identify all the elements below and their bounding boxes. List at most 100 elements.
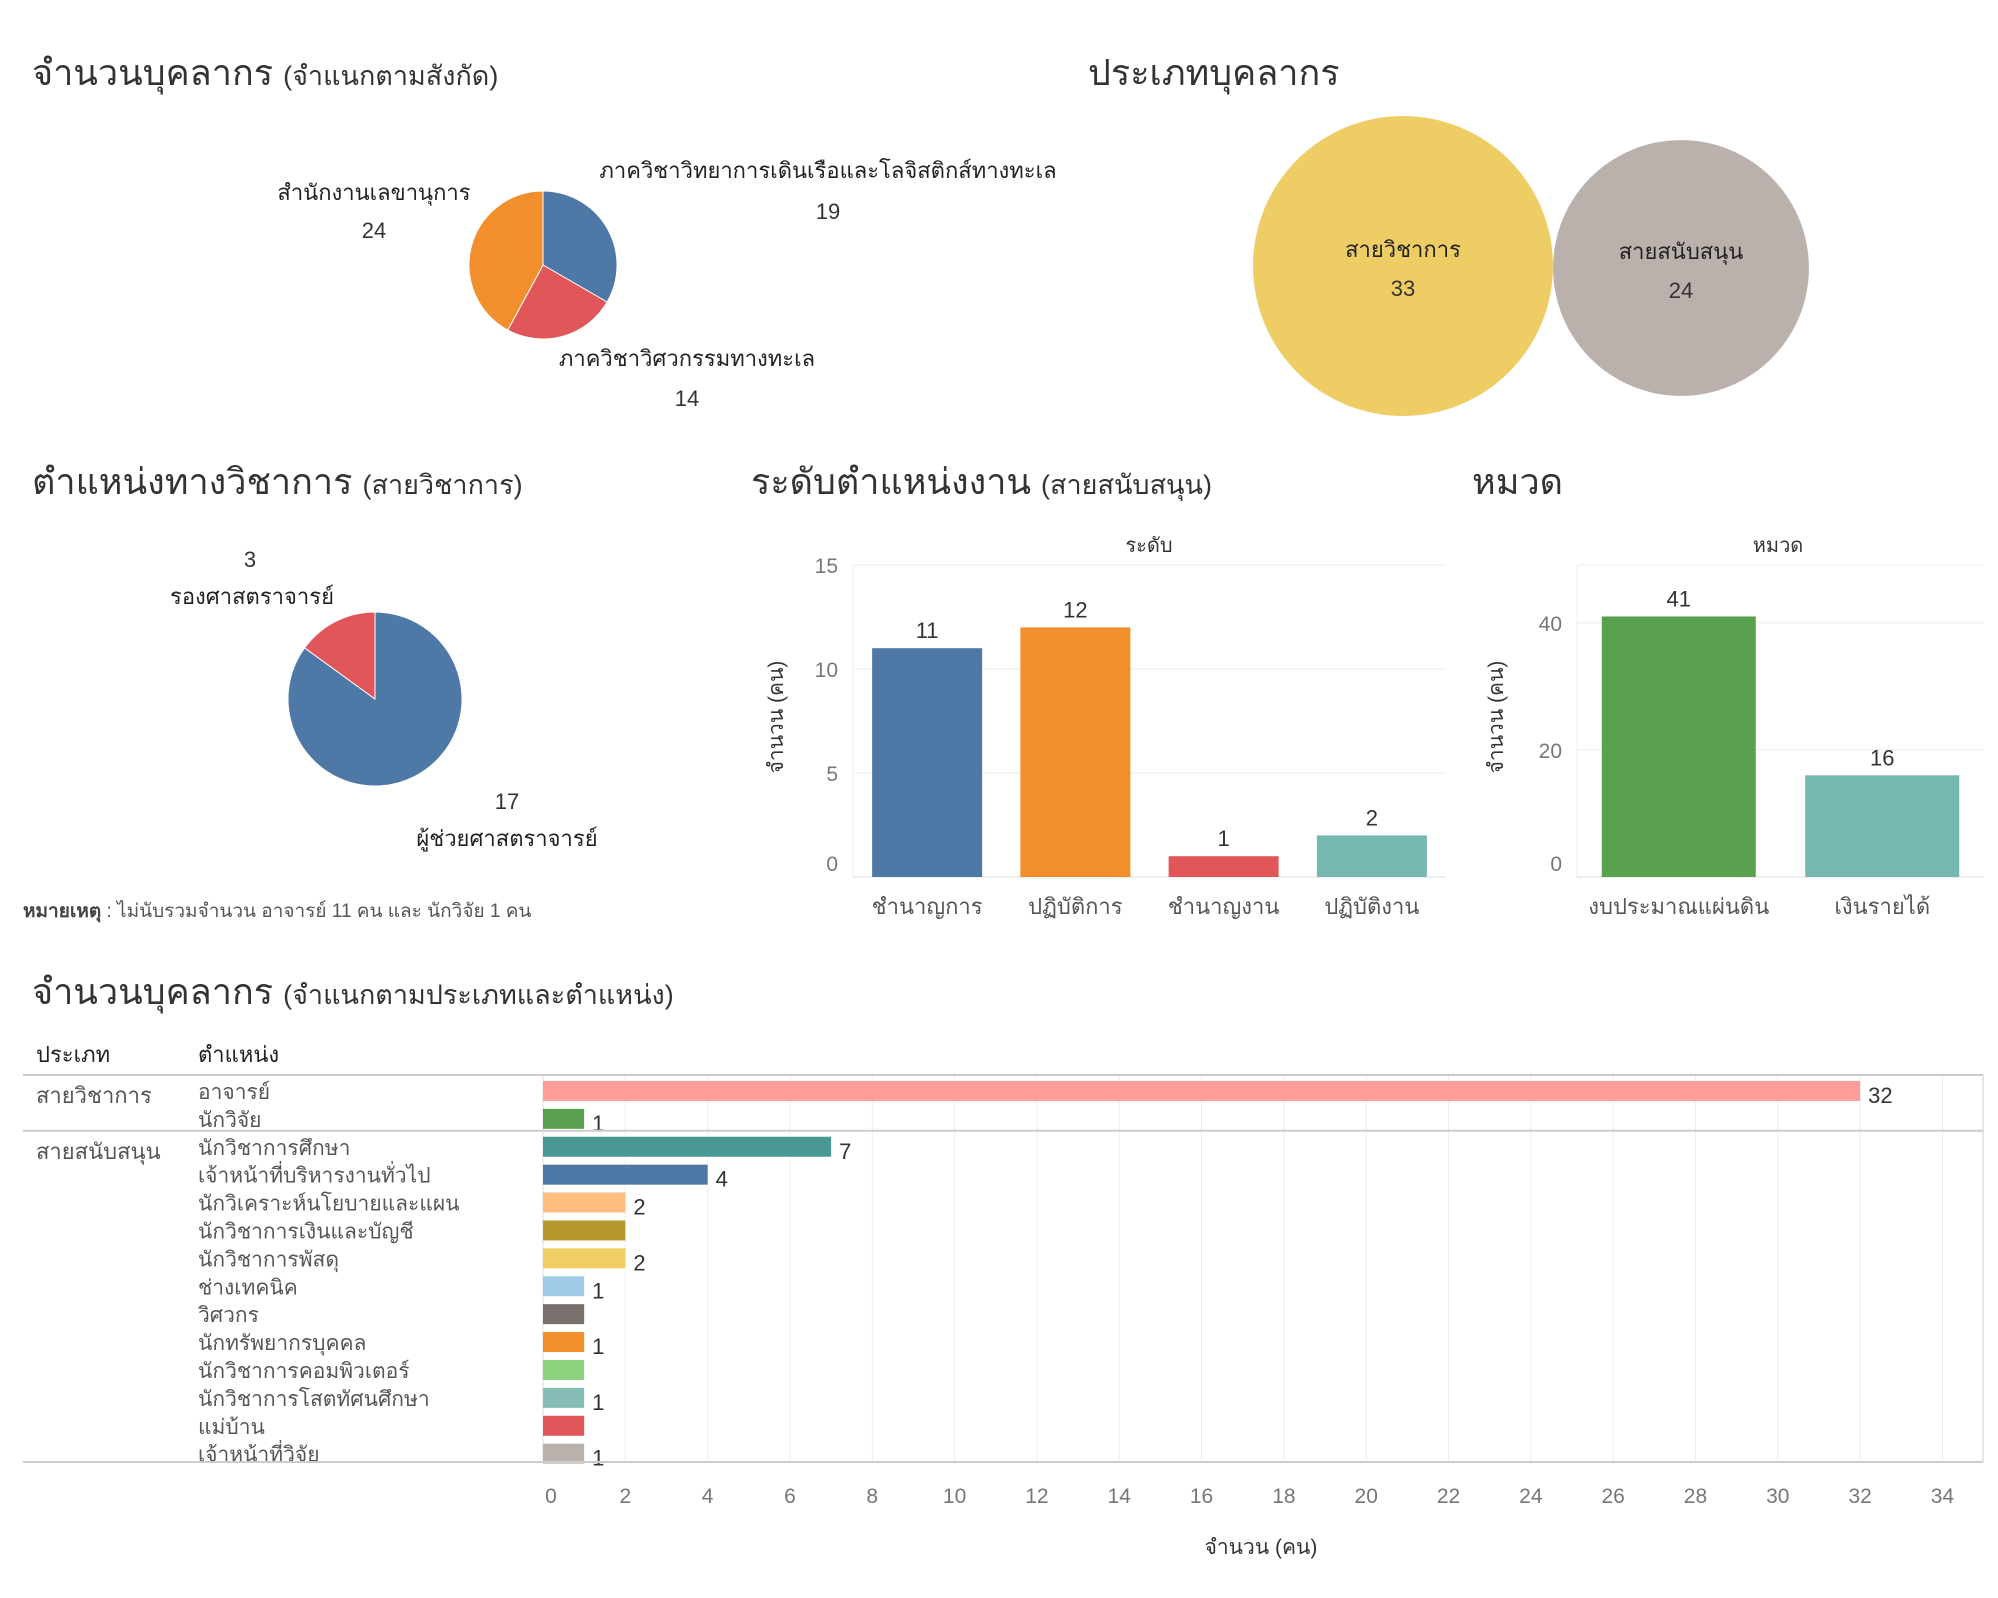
y-axis-title-group: จำนวน (คน) (1485, 661, 1508, 774)
x-tick-label: 2 (619, 1485, 631, 1508)
y-tick-label: 10 (815, 659, 838, 682)
x-tick-label: 10 (943, 1485, 966, 1508)
pie-slice (507, 264, 608, 340)
y-tick-label: 40 (1539, 613, 1562, 636)
bar (1020, 627, 1131, 877)
bar (543, 1304, 585, 1325)
bubble (1253, 116, 1553, 416)
x-axis-title: จำนวน (คน) (1205, 1536, 1318, 1559)
y-tick-label: 20 (1539, 740, 1562, 763)
group-label: สายวิชาการ (36, 1083, 152, 1108)
support-level-title: ระดับตำแหน่งงาน (สายสนับสนุน) (751, 453, 1212, 510)
bar-value-label: 1 (592, 1334, 604, 1359)
group-label: สายสนับสนุน (36, 1139, 161, 1165)
x-tick-label: 32 (1848, 1485, 1871, 1508)
x-tick-label: 0 (545, 1485, 557, 1508)
row-label: อาจารย์ (198, 1080, 270, 1104)
bar-value-label: 1 (1218, 826, 1230, 851)
bar (543, 1248, 626, 1269)
pie-slice-label: ภาควิชาวิศวกรรมทางทะเล (559, 346, 815, 371)
x-tick-label: ปฏิบัติการ (1028, 894, 1123, 919)
x-tick-label: 8 (866, 1485, 878, 1508)
x-tick-label: ชำนาญการ (872, 894, 983, 919)
x-tick-label: 4 (702, 1485, 714, 1508)
bar-value-label: 16 (1870, 745, 1894, 770)
bubble-label: สายวิชาการ (1345, 237, 1461, 262)
row-label: นักวิชาการคอมพิวเตอร์ (198, 1359, 410, 1383)
pie-slice-value: 24 (362, 218, 386, 243)
y-axis-title: จำนวน (คน) (765, 661, 788, 774)
x-tick-label: 16 (1190, 1485, 1213, 1508)
bar (543, 1136, 832, 1157)
affiliation-title: จำนวนบุคลากร (จำแนกตามสังกัด) (32, 44, 498, 101)
pie-slice-value: 3 (244, 547, 256, 572)
bar (1601, 616, 1756, 877)
bar (543, 1359, 585, 1380)
bar (543, 1415, 585, 1436)
title-sub: (จำแนกตามสังกัด) (283, 61, 499, 91)
bar (1805, 775, 1960, 877)
bar (543, 1276, 585, 1297)
bar-value-label: 7 (839, 1139, 851, 1164)
title-sub: (สายวิชาการ) (362, 470, 523, 500)
bar (872, 648, 983, 877)
bar (543, 1192, 626, 1213)
pie-slice-label: สำนักงานเลขานุการ (277, 180, 470, 206)
bar-value-label: 1 (592, 1390, 604, 1415)
bar (543, 1220, 626, 1241)
y-axis-title-group: จำนวน (คน) (765, 661, 788, 774)
bar-value-label: 1 (592, 1446, 604, 1471)
column-header: ประเภท (36, 1042, 110, 1067)
chart-header: หมวด (1753, 535, 1804, 557)
x-tick-label: งบประมาณแผ่นดิน (1588, 894, 1769, 919)
x-tick-label: 20 (1355, 1485, 1378, 1508)
pie-slice-label: รองศาสตราจารย์ (170, 584, 334, 609)
title-main: จำนวนบุคลากร (32, 971, 274, 1012)
category-title: หมวด (1472, 453, 1563, 510)
x-tick-label: 18 (1272, 1485, 1295, 1508)
pie-slice-label: ภาควิชาวิทยาการเดินเรือและโลจิสติกส์ทางท… (599, 158, 1056, 183)
title-sub: (จำแนกตามประเภทและตำแหน่ง) (283, 980, 674, 1010)
bar (1316, 835, 1427, 877)
x-tick-label: เงินรายได้ (1834, 894, 1930, 919)
title-main: ประเภทบุคลากร (1088, 52, 1340, 93)
x-tick-label: 6 (784, 1485, 796, 1508)
pie-slice-value: 19 (816, 199, 840, 224)
bar-value-label: 32 (1868, 1083, 1892, 1108)
x-tick-label: 24 (1519, 1485, 1543, 1508)
y-axis-title: จำนวน (คน) (1485, 661, 1508, 774)
bar-value-label: 4 (716, 1167, 728, 1192)
x-tick-label: 34 (1931, 1485, 1955, 1508)
x-tick-label: 14 (1108, 1485, 1132, 1508)
bar (543, 1443, 585, 1464)
footnote-text: : ไม่นับรวมจำนวน อาจารย์ 11 คน และ นักวิ… (101, 901, 532, 922)
bar-value-label: 12 (1063, 597, 1087, 622)
bar (543, 1387, 585, 1408)
row-label: นักวิชาการศึกษา (198, 1137, 350, 1160)
footnote: หมายเหตุ : ไม่นับรวมจำนวน อาจารย์ 11 คน … (23, 896, 531, 926)
bar (543, 1164, 708, 1185)
y-tick-label: 0 (826, 853, 838, 876)
bar-value-label: 2 (1366, 805, 1378, 830)
pie-slice (303, 611, 376, 700)
pie-slice (468, 190, 544, 331)
bar-value-label: 11 (916, 618, 939, 643)
x-tick-label: 30 (1766, 1485, 1789, 1508)
title-main: ตำแหน่งทางวิชาการ (32, 461, 353, 502)
bar-value-label: 1 (592, 1111, 604, 1136)
x-tick-label: ชำนาญงาน (1168, 894, 1280, 919)
row-label: นักทรัพยากรบุคคล (198, 1332, 366, 1356)
bubble-value: 24 (1669, 278, 1693, 303)
title-main: หมวด (1472, 461, 1564, 502)
y-tick-label: 0 (1550, 853, 1562, 876)
bubble (1553, 140, 1809, 396)
bar (1168, 856, 1279, 877)
y-tick-label: 15 (815, 555, 838, 578)
academic-position-title: ตำแหน่งทางวิชาการ (สายวิชาการ) (32, 453, 523, 510)
footnote-label: หมายเหตุ (23, 901, 102, 922)
title-main: ระดับตำแหน่งงาน (751, 461, 1032, 502)
bar (543, 1332, 585, 1353)
y-tick-label: 5 (826, 763, 838, 786)
x-tick-label: 22 (1437, 1485, 1460, 1508)
bubble-value: 33 (1391, 276, 1415, 301)
